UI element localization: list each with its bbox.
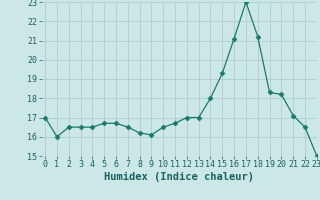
X-axis label: Humidex (Indice chaleur): Humidex (Indice chaleur) (104, 172, 254, 182)
